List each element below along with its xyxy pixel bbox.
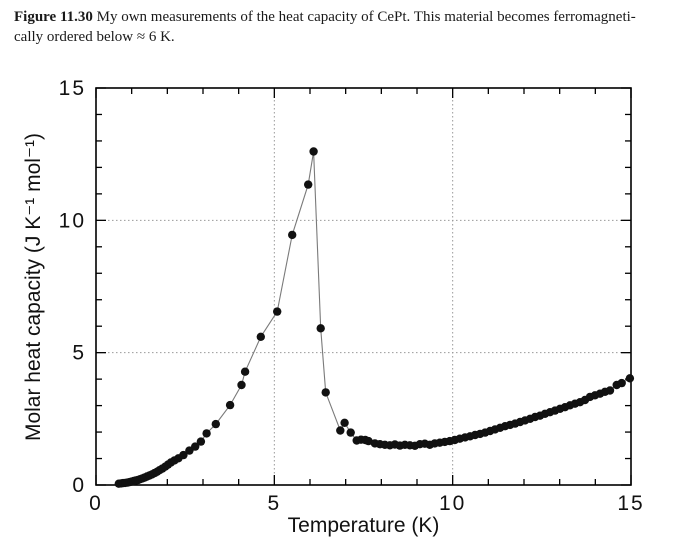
data-point (304, 180, 313, 189)
x-tick-label: 10 (439, 492, 466, 515)
data-point (196, 437, 206, 446)
data-point (273, 307, 282, 316)
data-point (316, 324, 325, 333)
data-point (202, 429, 211, 438)
caption-text-1: My own measurements of the heat capacity… (92, 9, 636, 25)
gridlines (96, 88, 631, 485)
data-point (346, 428, 355, 437)
data-point (625, 374, 635, 383)
caption-line-2: cally ordered below ≈ 6 K. (14, 29, 175, 45)
data-point (288, 230, 297, 240)
data-point (211, 419, 220, 429)
data-point (336, 426, 345, 435)
y-tick-label: 0 (72, 474, 86, 497)
x-tick-label: 5 (267, 492, 281, 515)
y-tick-label: 10 (59, 209, 86, 232)
figure-caption: Figure 11.30 My own measurements of the … (14, 7, 692, 47)
data-points (114, 147, 635, 488)
x-tick-label: 15 (617, 492, 644, 515)
x-axis-title: Temperature (K) (287, 514, 440, 537)
plot-frame (95, 87, 632, 486)
data-point (225, 400, 235, 410)
x-tick-label: 0 (89, 492, 103, 515)
tick-marks (95, 87, 632, 486)
y-tick-label: 5 (72, 342, 86, 365)
data-point (256, 332, 265, 341)
data-point (237, 380, 246, 390)
data-point (605, 386, 615, 395)
data-point (240, 367, 250, 376)
tick-labels: 0 5 10 15 0 5 10 15 (59, 77, 644, 515)
data-point (309, 147, 318, 156)
caption-line-1: Figure 11.30 My own measurements of the … (14, 7, 692, 27)
data-line (118, 151, 631, 485)
data-point (179, 450, 188, 460)
data-point (191, 442, 200, 451)
y-axis-title: Molar heat capacity (J K⁻¹ mol⁻¹) (22, 132, 45, 442)
data-point (364, 436, 373, 446)
data-point (617, 378, 626, 388)
figure-number: Figure 11.30 (14, 9, 93, 25)
data-point (321, 388, 330, 397)
y-tick-label: 15 (59, 77, 86, 100)
data-point (340, 418, 349, 427)
